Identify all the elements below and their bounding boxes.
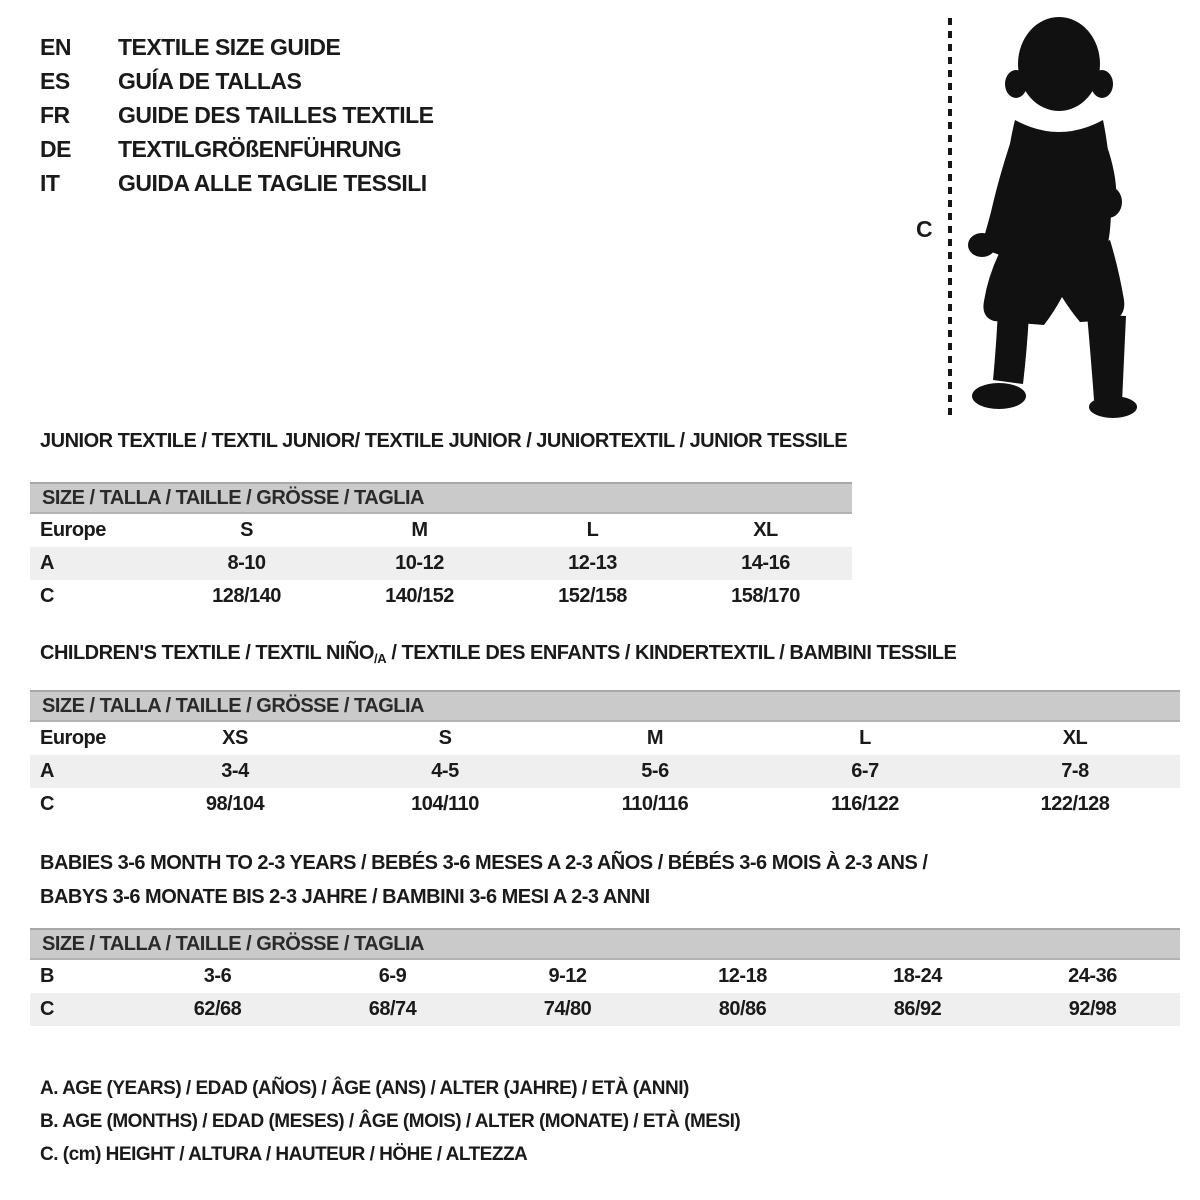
- babies-title-line1: BABIES 3-6 MONTH TO 2-3 YEARS / BEBÉS 3-…: [40, 852, 928, 874]
- age-cell: 4-5: [431, 760, 459, 782]
- row-label: C: [40, 585, 54, 607]
- language-row-en: EN TEXTILE SIZE GUIDE: [40, 30, 434, 64]
- months-cell: 18-24: [893, 965, 942, 987]
- table-row-age: A 3-4 4-5 5-6 6-7 7-8: [30, 755, 1180, 788]
- age-cell: 6-7: [851, 760, 879, 782]
- height-cell: 140/152: [385, 585, 454, 607]
- babies-section-title: BABIES 3-6 MONTH TO 2-3 YEARS / BEBÉS 3-…: [40, 846, 928, 914]
- size-header-text: SIZE / TALLA / TAILLE / GRÖSSE / TAGLIA: [42, 694, 424, 717]
- row-label: Europe: [40, 519, 106, 541]
- table-row-europe: Europe S M L XL: [30, 514, 852, 547]
- size-cell: M: [411, 519, 428, 541]
- row-label: B: [40, 965, 54, 987]
- row-label: C: [40, 793, 54, 815]
- language-row-it: IT GUIDA ALLE TAGLIE TESSILI: [40, 166, 434, 200]
- size-cell: S: [240, 519, 253, 541]
- months-cell: 24-36: [1068, 965, 1117, 987]
- age-cell: 12-13: [568, 552, 617, 574]
- months-cell: 6-9: [378, 965, 407, 987]
- children-title-subscript: /A: [373, 651, 387, 666]
- height-cell: 68/74: [368, 998, 417, 1020]
- height-cell: 92/98: [1068, 998, 1117, 1020]
- legend-line-b: B. AGE (MONTHS) / EDAD (MESES) / ÂGE (MO…: [40, 1111, 741, 1132]
- guide-title-es: GUÍA DE TALLAS: [118, 67, 302, 94]
- junior-size-header-bar: SIZE / TALLA / TAILLE / GRÖSSE / TAGLIA: [30, 482, 852, 514]
- height-cell: 122/128: [1040, 793, 1110, 815]
- row-label: C: [40, 998, 54, 1020]
- language-code: EN: [40, 33, 71, 60]
- table-row-months: B 3-6 6-9 9-12 12-18 18-24 24-36: [30, 960, 1180, 993]
- babies-title-line2: BABYS 3-6 MONATE BIS 2-3 JAHRE / BAMBINI…: [40, 886, 650, 908]
- age-cell: 14-16: [741, 552, 790, 574]
- children-title-rest: / TEXTILE DES ENFANTS / KINDERTEXTIL / B…: [386, 642, 957, 664]
- size-cell: XL: [1062, 727, 1088, 749]
- language-code: IT: [40, 169, 60, 196]
- age-cell: 8-10: [227, 552, 266, 574]
- height-cell: 152/158: [558, 585, 627, 607]
- height-cell: 80/86: [718, 998, 767, 1020]
- row-label: Europe: [40, 727, 106, 749]
- legend-block: A. AGE (YEARS) / EDAD (AÑOS) / ÂGE (ANS)…: [40, 1072, 741, 1171]
- children-size-table: SIZE / TALLA / TAILLE / GRÖSSE / TAGLIA …: [30, 690, 1180, 821]
- table-row-age: A 8-10 10-12 12-13 14-16: [30, 547, 852, 580]
- babies-size-table: SIZE / TALLA / TAILLE / GRÖSSE / TAGLIA …: [30, 928, 1180, 1026]
- size-cell: L: [859, 727, 871, 749]
- language-code: DE: [40, 135, 71, 162]
- months-cell: 9-12: [548, 965, 587, 987]
- months-cell: 3-6: [203, 965, 232, 987]
- size-cell: XS: [222, 727, 248, 749]
- height-cell: 74/80: [543, 998, 592, 1020]
- age-cell: 10-12: [395, 552, 444, 574]
- age-cell: 5-6: [641, 760, 669, 782]
- height-cell: 62/68: [193, 998, 242, 1020]
- guide-title-fr: GUIDE DES TAILLES TEXTILE: [118, 101, 434, 128]
- junior-size-table: SIZE / TALLA / TAILLE / GRÖSSE / TAGLIA …: [30, 482, 852, 613]
- table-row-height: C 128/140 140/152 152/158 158/170: [30, 580, 852, 613]
- language-code: ES: [40, 67, 70, 94]
- age-cell: 3-4: [221, 760, 249, 782]
- row-label: A: [40, 552, 54, 574]
- height-measure-dashed-line: [948, 18, 952, 415]
- guide-title-it: GUIDA ALLE TAGLIE TESSILI: [118, 169, 427, 196]
- table-row-height: C 98/104 104/110 110/116 116/122 122/128: [30, 788, 1180, 821]
- babies-size-header-bar: SIZE / TALLA / TAILLE / GRÖSSE / TAGLIA: [30, 928, 1180, 960]
- height-cell: 116/122: [831, 793, 899, 815]
- table-row-europe: Europe XS S M L XL: [30, 722, 1180, 755]
- language-title-list: EN TEXTILE SIZE GUIDE ES GUÍA DE TALLAS …: [40, 30, 434, 200]
- children-title-main: CHILDREN'S TEXTILE / TEXTIL NIÑO: [40, 642, 374, 664]
- age-cell: 7-8: [1061, 760, 1089, 782]
- children-size-header-bar: SIZE / TALLA / TAILLE / GRÖSSE / TAGLIA: [30, 690, 1180, 722]
- height-cell: 104/110: [411, 793, 479, 815]
- height-measure-label: C: [916, 216, 933, 242]
- height-cell: 86/92: [893, 998, 942, 1020]
- height-cell: 158/170: [731, 585, 800, 607]
- legend-line-c: C. (cm) HEIGHT / ALTURA / HAUTEUR / HÖHE…: [40, 1144, 528, 1165]
- language-code: FR: [40, 101, 70, 128]
- size-cell: M: [646, 727, 664, 749]
- language-row-de: DE TEXTILGRÖßENFÜHRUNG: [40, 132, 434, 166]
- height-cell: 110/116: [621, 793, 689, 815]
- guide-title-de: TEXTILGRÖßENFÜHRUNG: [118, 135, 402, 162]
- row-label: A: [40, 760, 54, 782]
- table-row-height: C 62/68 68/74 74/80 80/86 86/92 92/98: [30, 993, 1180, 1026]
- junior-section-title: JUNIOR TEXTILE / TEXTIL JUNIOR/ TEXTILE …: [40, 430, 848, 452]
- height-cell: 98/104: [205, 793, 265, 815]
- size-header-text: SIZE / TALLA / TAILLE / GRÖSSE / TAGLIA: [42, 932, 424, 955]
- size-header-text: SIZE / TALLA / TAILLE / GRÖSSE / TAGLIA: [42, 486, 424, 509]
- months-cell: 12-18: [718, 965, 767, 987]
- legend-line-a: A. AGE (YEARS) / EDAD (AÑOS) / ÂGE (ANS)…: [40, 1078, 689, 1099]
- toddler-silhouette-icon: [968, 17, 1137, 418]
- language-row-es: ES GUÍA DE TALLAS: [40, 64, 434, 98]
- language-row-fr: FR GUIDE DES TAILLES TEXTILE: [40, 98, 434, 132]
- size-cell: XL: [753, 519, 778, 541]
- children-section-title: CHILDREN'S TEXTILE / TEXTIL NIÑO/A / TEX…: [40, 642, 957, 666]
- height-cell: 128/140: [212, 585, 281, 607]
- size-cell: S: [438, 727, 452, 749]
- guide-title-en: TEXTILE SIZE GUIDE: [118, 33, 341, 60]
- size-cell: L: [586, 519, 599, 541]
